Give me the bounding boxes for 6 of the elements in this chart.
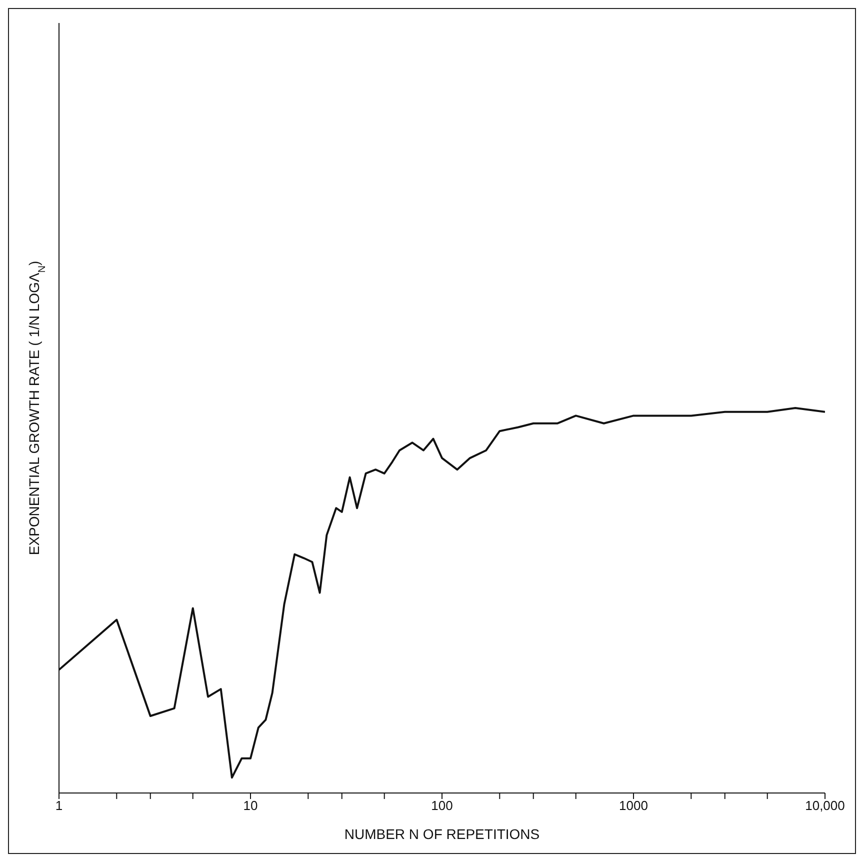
x-tick-label: 1 <box>55 798 63 814</box>
x-tick-label: 10 <box>243 798 258 814</box>
x-tick-label: 10,000 <box>805 798 845 814</box>
x-axis-title: NUMBER N OF REPETITIONS <box>344 826 540 842</box>
x-tick-label: 1000 <box>619 798 648 814</box>
x-tick-label: 100 <box>431 798 453 814</box>
